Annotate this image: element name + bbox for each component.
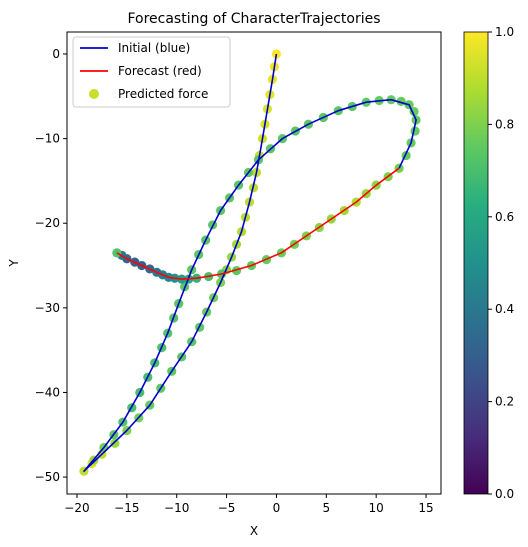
y-tick-label: −30 xyxy=(35,301,60,315)
legend-box xyxy=(72,36,231,108)
x-tick-label: 5 xyxy=(322,501,330,515)
x-tick-label: 0 xyxy=(273,501,281,515)
predicted-force-point xyxy=(271,49,282,59)
colorbar-tick-label: 0.2 xyxy=(495,395,514,409)
x-tick-label: −20 xyxy=(64,501,89,515)
x-tick-label: −10 xyxy=(164,501,189,515)
predicted-force-markers xyxy=(79,49,421,476)
y-tick-label: −40 xyxy=(35,385,60,399)
predicted-force-point xyxy=(110,438,120,448)
x-axis-ticks: −20 −15 −10 −5 0 5 10 15 xyxy=(64,494,434,515)
legend-label-predicted-force: Predicted force xyxy=(118,87,208,101)
colorbar-tick-label: 0.0 xyxy=(495,487,514,501)
colorbar-tick-label: 0.8 xyxy=(495,117,514,131)
y-tick-label: −20 xyxy=(35,216,60,230)
chart-title: Forecasting of CharacterTrajectories xyxy=(127,11,380,27)
y-axis-ticks: 0 −10 −20 −30 −40 −50 xyxy=(35,47,67,484)
x-tick-label: −5 xyxy=(218,501,236,515)
x-tick-label: 15 xyxy=(418,501,433,515)
colorbar-tick-label: 0.4 xyxy=(495,302,514,316)
legend: Initial (blue) Forecast (red) Predicted … xyxy=(72,36,231,108)
predicted-force-point xyxy=(112,248,122,258)
y-axis-label: Y xyxy=(7,259,21,268)
initial-trajectory-line xyxy=(83,53,417,472)
plot-area-frame xyxy=(66,31,442,495)
colorbar-ticks: 0.0 0.2 0.4 0.6 0.8 1.0 xyxy=(488,25,514,501)
colorbar-tick-label: 0.6 xyxy=(495,210,514,224)
x-axis-label: X xyxy=(250,524,258,538)
x-tick-label: −15 xyxy=(114,501,139,515)
colorbar-tick-label: 1.0 xyxy=(495,25,514,39)
y-tick-label: 0 xyxy=(52,47,60,61)
legend-label-forecast: Forecast (red) xyxy=(118,64,202,78)
trajectory-lines xyxy=(83,53,417,472)
colorbar xyxy=(463,31,489,495)
y-tick-label: −10 xyxy=(35,132,60,146)
legend-label-initial: Initial (blue) xyxy=(118,41,190,55)
legend-swatch-predicted-force xyxy=(89,89,99,99)
forecast-trajectory-line xyxy=(116,167,400,280)
x-tick-label: 10 xyxy=(369,501,384,515)
y-tick-label: −50 xyxy=(35,470,60,484)
